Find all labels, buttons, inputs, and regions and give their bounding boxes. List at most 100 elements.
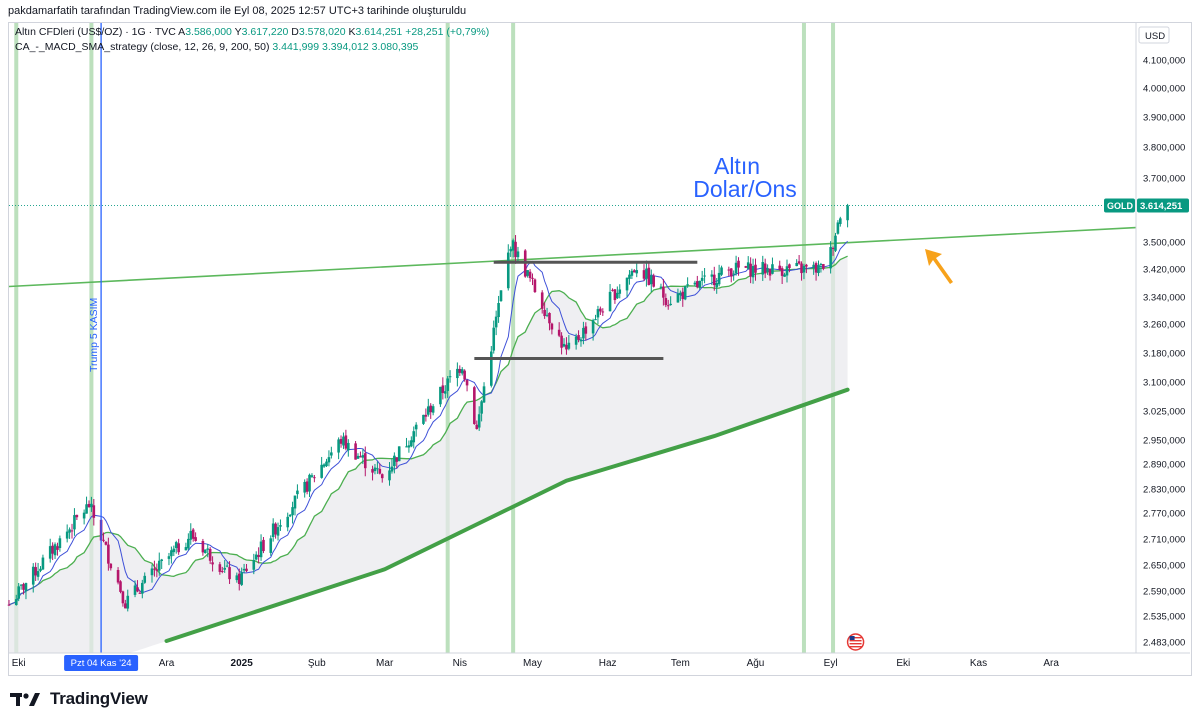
last-price-tag[interactable] (1137, 198, 1189, 213)
candle[interactable] (548, 312, 551, 331)
candle[interactable] (511, 238, 515, 258)
candle[interactable] (322, 463, 326, 468)
candle[interactable] (225, 562, 229, 568)
candle[interactable] (19, 584, 23, 590)
tradingview-footer[interactable]: TradingView (10, 688, 148, 710)
candle[interactable] (187, 533, 190, 551)
candle[interactable] (608, 284, 612, 312)
candle[interactable] (31, 563, 35, 593)
candle[interactable] (800, 261, 803, 281)
candle[interactable] (700, 270, 704, 286)
candle[interactable] (141, 579, 144, 599)
candle[interactable] (194, 532, 197, 542)
candle[interactable] (174, 540, 178, 554)
candle[interactable] (237, 568, 241, 591)
candle[interactable] (269, 535, 273, 556)
candle[interactable] (220, 566, 224, 574)
candle[interactable] (354, 441, 357, 460)
candle[interactable] (380, 473, 384, 483)
candle[interactable] (371, 465, 374, 481)
candle[interactable] (363, 446, 367, 477)
candle[interactable] (136, 580, 139, 593)
candle[interactable] (783, 272, 786, 277)
candle[interactable] (133, 580, 137, 598)
candle[interactable] (846, 203, 849, 228)
candle[interactable] (308, 473, 311, 498)
candle[interactable] (235, 572, 239, 583)
candle[interactable] (477, 406, 481, 431)
candle[interactable] (325, 458, 328, 467)
candle[interactable] (616, 286, 619, 299)
candle[interactable] (167, 552, 171, 566)
candle[interactable] (51, 542, 54, 561)
candle[interactable] (734, 255, 738, 276)
candle[interactable] (625, 277, 629, 297)
candle[interactable] (390, 458, 394, 474)
candle[interactable] (599, 306, 602, 315)
candle[interactable] (356, 453, 360, 459)
candle[interactable] (17, 582, 20, 602)
candle[interactable] (92, 498, 96, 526)
candle[interactable] (327, 450, 331, 467)
candle[interactable] (490, 346, 493, 388)
candle[interactable] (613, 289, 617, 304)
candle[interactable] (618, 284, 622, 299)
candle[interactable] (822, 263, 825, 271)
candle[interactable] (565, 337, 568, 355)
candle[interactable] (288, 513, 292, 518)
candle[interactable] (642, 264, 646, 282)
candle[interactable] (611, 288, 614, 292)
candle[interactable] (271, 518, 275, 542)
candle[interactable] (584, 322, 588, 341)
candle[interactable] (206, 543, 210, 558)
candle[interactable] (594, 314, 597, 321)
candle[interactable] (22, 582, 25, 595)
candle[interactable] (313, 474, 316, 483)
candle[interactable] (36, 562, 40, 581)
candle[interactable] (170, 546, 173, 564)
candle[interactable] (7, 599, 11, 606)
candle[interactable] (204, 549, 207, 554)
candle[interactable] (819, 262, 823, 273)
candle[interactable] (191, 528, 195, 542)
candle[interactable] (320, 456, 323, 479)
candle[interactable] (710, 270, 714, 286)
candle[interactable] (669, 296, 672, 306)
candle[interactable] (395, 457, 399, 469)
candle[interactable] (157, 552, 161, 576)
candle[interactable] (126, 589, 130, 612)
candle[interactable] (405, 437, 408, 448)
candle[interactable] (727, 266, 731, 277)
candle[interactable] (424, 408, 428, 422)
candle[interactable] (73, 508, 76, 536)
candle[interactable] (737, 257, 740, 276)
candle[interactable] (499, 290, 503, 302)
candle[interactable] (208, 547, 212, 565)
candle[interactable] (659, 283, 663, 290)
candle[interactable] (763, 258, 767, 279)
candle[interactable] (240, 567, 243, 587)
candle[interactable] (693, 280, 697, 287)
candle[interactable] (666, 299, 670, 310)
candle[interactable] (540, 290, 544, 314)
candle[interactable] (788, 263, 791, 273)
candle[interactable] (683, 285, 687, 301)
candle[interactable] (475, 420, 479, 430)
candle[interactable] (104, 541, 108, 546)
candle[interactable] (109, 563, 113, 571)
candle[interactable] (463, 369, 466, 382)
candle[interactable] (577, 330, 580, 343)
currency-box[interactable] (1138, 26, 1170, 44)
candle[interactable] (41, 554, 45, 571)
candle[interactable] (87, 500, 91, 508)
candle[interactable] (817, 260, 820, 277)
candle[interactable] (696, 275, 699, 289)
candle[interactable] (717, 264, 721, 287)
candle[interactable] (443, 385, 447, 399)
candle[interactable] (545, 307, 549, 318)
candle[interactable] (431, 404, 435, 416)
candle[interactable] (211, 556, 214, 572)
candle[interactable] (276, 522, 280, 541)
candle[interactable] (378, 463, 382, 475)
candle[interactable] (664, 293, 668, 308)
